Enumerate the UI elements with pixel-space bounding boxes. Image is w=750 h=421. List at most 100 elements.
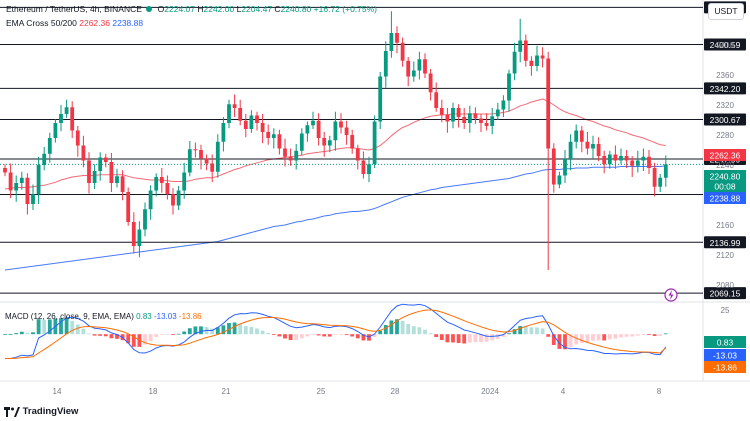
candle-body (663, 164, 668, 178)
macd-line-value: -13.03 (153, 312, 177, 321)
time-tick: 18 (149, 387, 158, 396)
candle-body (339, 121, 343, 128)
last-price-label: 2240.80 (710, 172, 741, 182)
candlesticks[interactable] (3, 11, 668, 270)
candle-body (36, 165, 41, 195)
price-tick: 2080 (716, 281, 734, 290)
candle-body (221, 123, 226, 142)
macd-hist-bar (232, 322, 237, 335)
candle-body (350, 135, 355, 149)
macd-hist-bar (238, 323, 243, 335)
macd-hist-value: 0.83 (136, 312, 152, 321)
macd-hist-bar (316, 334, 321, 336)
macd-hist-bar (439, 334, 444, 340)
price-tick: 2280 (716, 131, 734, 140)
macd-hist-bar (3, 334, 7, 335)
macd-hist-bar (523, 326, 528, 335)
macd-hist-bar (540, 328, 545, 335)
macd-hist-bar (294, 334, 299, 340)
time-axis[interactable]: 14 18 21 25 28 2024 4 8 (53, 387, 662, 396)
candle-body (148, 190, 153, 210)
candle-body (53, 123, 58, 138)
ema-legend[interactable]: EMA Cross 50/200 2262.36 2238.88 (6, 18, 143, 28)
currency-button[interactable]: USDT (708, 3, 744, 20)
candle-body (131, 222, 136, 246)
macd-hist-bar (243, 326, 248, 335)
candle-body (602, 156, 607, 165)
candle-body (31, 194, 35, 204)
candle-body (255, 115, 259, 123)
candle-body (579, 130, 584, 142)
candle-body (535, 55, 539, 66)
macd-hist-bar (176, 333, 181, 335)
macd-hist-bar (613, 334, 618, 339)
candle-body (647, 156, 651, 168)
time-tick: 14 (53, 387, 62, 396)
macd-hist-bar (143, 334, 147, 345)
macd-hist-bar (467, 334, 472, 343)
ema-slow-value: 2238.88 (112, 18, 144, 28)
macd-tick: 25 (721, 306, 730, 315)
macd-hist-bar (199, 326, 203, 335)
macd-hist-bar (165, 334, 170, 335)
candle-body (176, 190, 181, 206)
macd-hist-bar (591, 334, 595, 341)
macd-hist-bar (624, 334, 629, 337)
macd-hist-bar (109, 334, 114, 339)
tradingview-logo[interactable]: TradingView (4, 406, 78, 417)
price-tick: 2160 (716, 221, 734, 230)
macd-hist-bar (283, 334, 287, 339)
candle-body (187, 149, 192, 173)
horizontal-levels (0, 6, 703, 294)
macd-hist-bar (473, 334, 478, 343)
flash-icon[interactable] (664, 288, 678, 302)
candle-body (434, 92, 439, 108)
candle-body (182, 172, 187, 191)
candle-body (59, 114, 63, 123)
macd-legend[interactable]: MACD (12, 26, close, 9, EMA, EMA) 0.83 -… (5, 312, 202, 321)
candle-body (98, 157, 103, 171)
macd-hist-bar (92, 334, 97, 336)
candle-body (260, 123, 265, 132)
macd-hist-bar (630, 334, 635, 337)
macd-signal-label: -13.86 (713, 363, 737, 373)
macd-hist-bar (277, 334, 282, 337)
candle-body (64, 107, 69, 114)
macd-hist-bar (389, 320, 394, 335)
macd-hist-bar (479, 334, 483, 342)
macd-hist-bar (322, 334, 327, 337)
macd-signal-value: -13.86 (178, 312, 202, 321)
candle-body (109, 162, 114, 183)
candle-body (372, 121, 377, 165)
candle-body (361, 160, 366, 174)
macd-hist-bar (434, 334, 439, 337)
macd-hist-bar (383, 325, 388, 335)
candle-body (406, 60, 411, 77)
macd-hist-bar (490, 334, 495, 341)
candle-body (143, 209, 147, 230)
candle-body (574, 130, 579, 142)
candle-body (512, 51, 517, 74)
candle-body (563, 159, 567, 176)
close-value: 2240.80 (280, 4, 312, 14)
bar-countdown-label: 00:08 (714, 182, 736, 192)
tradingview-logo-icon (4, 406, 20, 417)
macd-hist-bar (115, 334, 119, 339)
price-tick: 2400 (716, 41, 734, 50)
symbol-title: Ethereum / TetherUS, 4h, BINANCE (6, 4, 142, 14)
candle-body (204, 158, 209, 164)
macd-hist-bar (512, 329, 517, 335)
price-axis[interactable]: 2450.152400.592342.202300.672247.992200.… (704, 1, 746, 300)
macd-hist-bar (215, 327, 220, 335)
macd-hist-bar (299, 334, 304, 339)
candle-body (529, 60, 534, 66)
macd-hist-bar (619, 334, 623, 338)
candle-body (518, 40, 523, 52)
candle-body (232, 104, 237, 108)
candle-body (75, 130, 80, 146)
candle-body (322, 138, 327, 146)
candle-body (311, 120, 315, 126)
macd-hist-bar (635, 334, 640, 336)
macd-value-box (704, 336, 746, 348)
